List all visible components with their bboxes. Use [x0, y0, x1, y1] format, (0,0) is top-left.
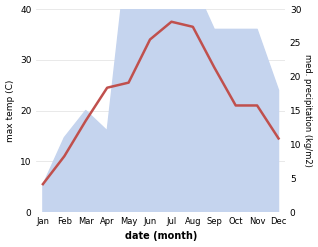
Y-axis label: max temp (C): max temp (C): [5, 79, 15, 142]
Y-axis label: med. precipitation (kg/m2): med. precipitation (kg/m2): [303, 54, 313, 167]
X-axis label: date (month): date (month): [125, 231, 197, 242]
